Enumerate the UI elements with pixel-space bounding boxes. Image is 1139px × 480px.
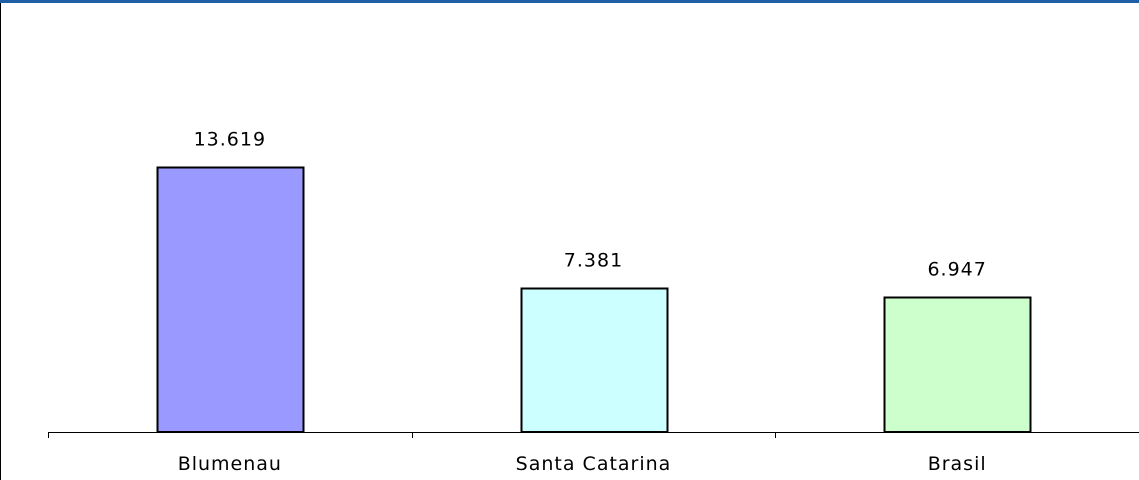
bar-brasil xyxy=(883,296,1032,433)
labels-layer: 13.619 Blumenau 7.381 Santa Catarina 6.947 Br… xyxy=(178,129,987,476)
x-axis xyxy=(48,432,1139,438)
data-label: 13.619 xyxy=(194,129,266,151)
frame-top-border xyxy=(0,0,1139,3)
bar-santa-catarina xyxy=(520,287,669,433)
data-label: 7.381 xyxy=(564,250,623,272)
data-label: 6.947 xyxy=(927,259,986,281)
category-label: Santa Catarina xyxy=(516,453,672,475)
bar-blumenau xyxy=(156,166,305,433)
category-label: Blumenau xyxy=(178,453,282,475)
category-label: Brasil xyxy=(928,453,987,475)
